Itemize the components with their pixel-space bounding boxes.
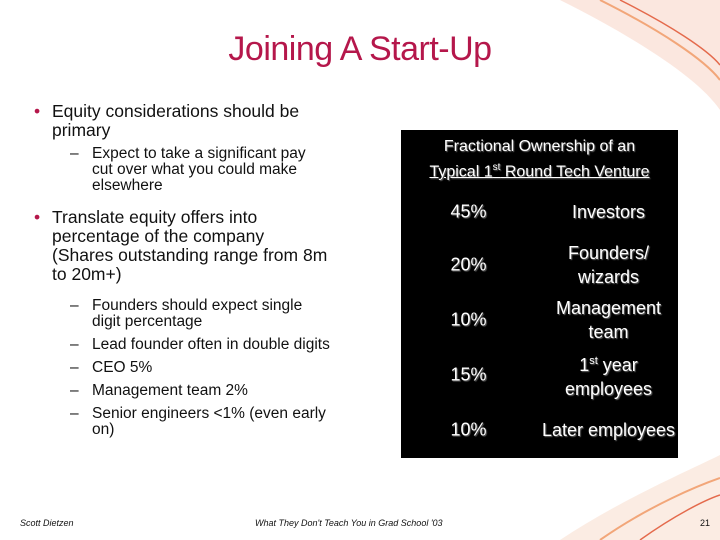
sub-bullet-text: Expect to take a significant pay cut ove… <box>92 145 306 194</box>
table-header: Fractional Ownership of an Typical 1st R… <box>401 136 678 182</box>
holder-label: 1st year employees <box>541 349 676 401</box>
slide-title: Joining A Start-Up <box>228 30 492 68</box>
holder-label: Management team <box>555 298 662 342</box>
dash-glyph: – <box>70 297 79 314</box>
bullet-dot: • <box>34 101 41 121</box>
dash-glyph: – <box>70 405 79 422</box>
header-line2-sup: st <box>492 162 501 173</box>
ownership-percent: 15% <box>450 364 487 385</box>
holder-label-pre: 1 <box>579 355 590 375</box>
header-line2-pre: Typical 1 <box>429 163 493 181</box>
table-header-line2: Typical 1st Round Tech Venture <box>401 157 678 182</box>
footer-author: Scott Dietzen <box>20 518 74 528</box>
bullet-dot: • <box>34 207 41 227</box>
sub-bullet-text: Founders should expect single digit perc… <box>92 297 303 330</box>
ownership-percent: 45% <box>450 201 487 222</box>
table-row: 15% 1st year employees <box>401 350 678 400</box>
table-row: 20% Founders/ wizards <box>401 240 678 290</box>
ownership-percent: 10% <box>450 419 487 440</box>
sub-bullet-text: Senior engineers <1% (even early on) <box>92 405 326 438</box>
sub-bullet-list: – Expect to take a significant pay cut o… <box>70 146 330 194</box>
bullet-list: • Equity considerations should be primar… <box>30 102 330 445</box>
sub-bullet-list: – Founders should expect single digit pe… <box>70 298 330 438</box>
holder-label: Investors <box>571 202 646 222</box>
sub-bullet: – CEO 5% <box>70 360 330 376</box>
sub-bullet: – Founders should expect single digit pe… <box>70 298 330 330</box>
table-header-line1: Fractional Ownership of an <box>443 138 636 155</box>
sub-bullet-text: Lead founder often in double digits <box>92 336 330 353</box>
ownership-table: Fractional Ownership of an Typical 1st R… <box>401 130 678 458</box>
header-line2-post: Round Tech Venture <box>500 163 650 181</box>
sub-bullet-text: Management team 2% <box>92 382 248 399</box>
table-row: 10% Later employees <box>401 405 678 455</box>
holder-label-post: year employees <box>564 355 653 399</box>
ownership-percent: 10% <box>450 309 487 330</box>
holder-label: Founders/ wizards <box>567 243 650 287</box>
holder-label-sup: st <box>589 355 598 367</box>
sub-bullet-text: CEO 5% <box>92 359 153 376</box>
sub-bullet: – Lead founder often in double digits <box>70 337 330 353</box>
table-row: 10% Management team <box>401 295 678 345</box>
page-number: 21 <box>700 518 711 528</box>
footer-course: What They Don't Teach You in Grad School… <box>255 518 443 528</box>
holder-label: Later employees <box>541 420 676 440</box>
bullet-text: Equity considerations should be primary <box>52 101 300 140</box>
bullet-text: Translate equity offers into percentage … <box>52 207 328 284</box>
ownership-percent: 20% <box>450 254 487 275</box>
dash-glyph: – <box>70 382 79 399</box>
bullet-equity: • Equity considerations should be primar… <box>30 102 330 140</box>
dash-glyph: – <box>70 145 79 162</box>
dash-glyph: – <box>70 336 79 353</box>
sub-bullet: – Senior engineers <1% (even early on) <box>70 406 330 438</box>
table-row: 45% Investors <box>401 187 678 237</box>
bullet-translate: • Translate equity offers into percentag… <box>30 208 330 284</box>
sub-bullet: – Expect to take a significant pay cut o… <box>70 146 330 194</box>
sub-bullet: – Management team 2% <box>70 383 330 399</box>
dash-glyph: – <box>70 359 79 376</box>
